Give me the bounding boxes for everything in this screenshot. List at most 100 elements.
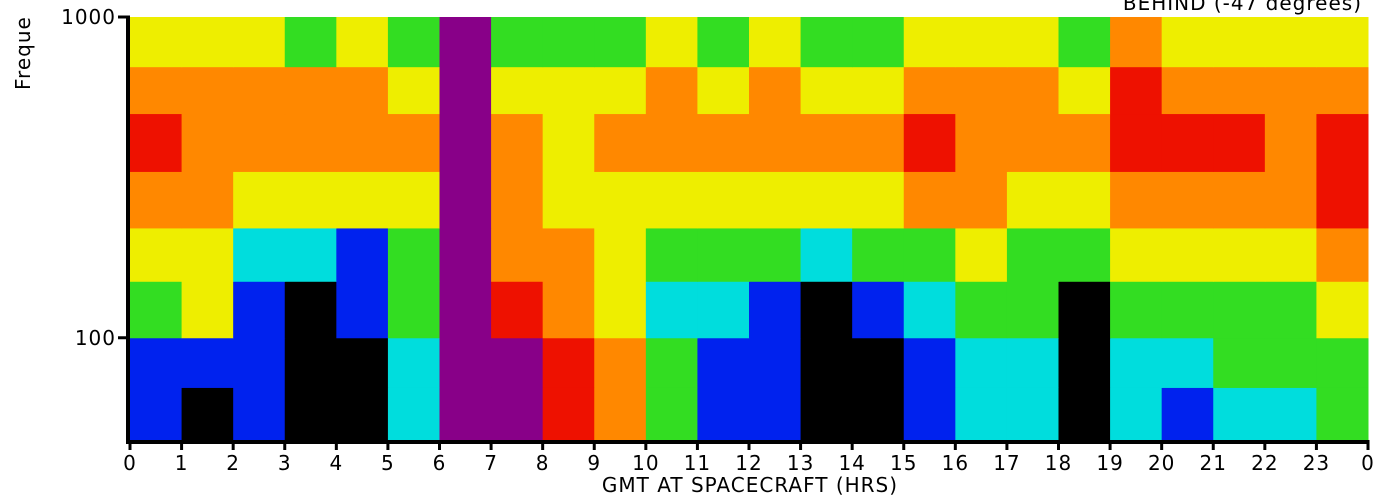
heat-cell: [1213, 337, 1266, 388]
heat-cell: [491, 113, 544, 172]
x-tick-label: 5: [381, 451, 395, 475]
heat-cell: [439, 227, 492, 282]
heat-cell: [749, 171, 802, 229]
heat-cell: [439, 113, 492, 172]
heat-cell: [1161, 387, 1214, 441]
heat-cell: [1316, 66, 1369, 115]
heat-cell: [284, 337, 337, 388]
heat-cell: [130, 17, 183, 68]
heat-cell: [542, 171, 595, 229]
heat-cell: [903, 387, 956, 441]
heat-cell: [1161, 171, 1214, 229]
heat-cell: [542, 387, 595, 441]
heat-cell: [1161, 113, 1214, 172]
heat-cell: [645, 66, 698, 115]
heat-cell: [233, 387, 286, 441]
heat-cell: [749, 17, 802, 68]
y-axis-label: Freque: [11, 16, 35, 90]
heat-cell: [1264, 66, 1317, 115]
y-tick-label: 100: [75, 326, 116, 350]
heat-cell: [542, 17, 595, 68]
heat-cell: [542, 66, 595, 115]
heat-cell: [594, 227, 647, 282]
heat-cell: [1058, 17, 1111, 68]
heat-cell: [1006, 66, 1059, 115]
heat-cell: [1006, 17, 1059, 68]
heat-cell: [1058, 227, 1111, 282]
x-tick-label: 20: [1148, 451, 1175, 475]
heat-cell: [1110, 387, 1163, 441]
heat-cell: [852, 227, 905, 282]
x-tick-label: 9: [587, 451, 601, 475]
x-tick-label: 16: [942, 451, 969, 475]
heat-cell: [284, 281, 337, 339]
heat-cell: [697, 113, 750, 172]
heat-cell: [1110, 113, 1163, 172]
heat-cell: [336, 66, 389, 115]
heat-cell: [439, 66, 492, 115]
heat-cell: [439, 17, 492, 68]
x-tick-label: 3: [278, 451, 292, 475]
heat-cell: [233, 17, 286, 68]
x-tick-label: 4: [329, 451, 343, 475]
x-tick-label: 15: [890, 451, 917, 475]
heat-cell: [697, 281, 750, 339]
heat-cell: [336, 17, 389, 68]
heat-cell: [645, 113, 698, 172]
heat-cell: [594, 387, 647, 441]
heat-cell: [903, 281, 956, 339]
heat-cell: [130, 387, 183, 441]
heat-cell: [800, 281, 853, 339]
heat-cell: [903, 113, 956, 172]
heat-cell: [181, 227, 234, 282]
heat-cell: [1110, 17, 1163, 68]
heat-cell: [749, 113, 802, 172]
heat-cell: [749, 387, 802, 441]
heat-cell: [903, 66, 956, 115]
heat-cell: [284, 387, 337, 441]
heat-cell: [1058, 337, 1111, 388]
heat-cell: [645, 337, 698, 388]
heat-cell: [645, 387, 698, 441]
heat-cell: [336, 227, 389, 282]
heat-cell: [1213, 17, 1266, 68]
heat-cell: [336, 171, 389, 229]
x-tick-label: 19: [1096, 451, 1123, 475]
heat-cell: [181, 17, 234, 68]
heat-cell: [697, 337, 750, 388]
heat-cell: [233, 66, 286, 115]
heat-cell: [852, 113, 905, 172]
x-tick-label: 10: [632, 451, 659, 475]
heat-cell: [1058, 66, 1111, 115]
heat-cell: [1161, 337, 1214, 388]
heat-cell: [284, 113, 337, 172]
x-tick-label: 6: [433, 451, 447, 475]
heat-cell: [1058, 113, 1111, 172]
heat-cell: [336, 337, 389, 388]
heat-cell: [697, 66, 750, 115]
heat-cell: [645, 17, 698, 68]
x-tick-label: 0: [123, 451, 137, 475]
heat-cell: [181, 171, 234, 229]
heat-cell: [181, 66, 234, 115]
heat-cell: [1161, 227, 1214, 282]
heat-cell: [749, 281, 802, 339]
heat-cell: [645, 281, 698, 339]
heat-cell: [1161, 17, 1214, 68]
heat-cell: [336, 113, 389, 172]
heat-cell: [1110, 66, 1163, 115]
heat-cell: [387, 227, 440, 282]
heat-cell: [1213, 227, 1266, 282]
heat-cell: [387, 113, 440, 172]
x-axis-label: GMT AT SPACECRAFT (HRS): [602, 473, 898, 497]
heat-cell: [1316, 227, 1369, 282]
heat-cell: [1213, 66, 1266, 115]
heat-cell: [1161, 281, 1214, 339]
heat-cell: [491, 281, 544, 339]
heat-cell: [1110, 337, 1163, 388]
heat-cell: [1058, 387, 1111, 441]
x-tick-label: 1: [175, 451, 189, 475]
heat-cell: [955, 227, 1008, 282]
heat-cell: [1058, 171, 1111, 229]
